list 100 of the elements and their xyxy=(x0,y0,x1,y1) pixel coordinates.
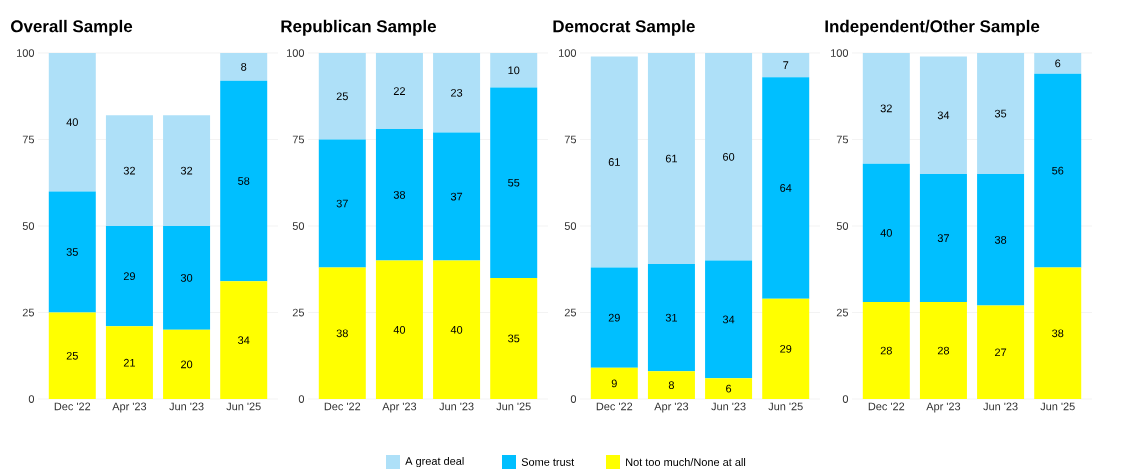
data-label: 8 xyxy=(668,381,674,390)
x-tick-label: Dec '22 xyxy=(596,402,633,411)
bar xyxy=(919,174,967,303)
bar xyxy=(919,302,967,399)
data-label: 34 xyxy=(238,336,250,345)
data-label: 20 xyxy=(181,360,193,369)
data-label: 9 xyxy=(611,379,617,388)
bar xyxy=(1034,53,1082,74)
data-label: 23 xyxy=(451,88,463,97)
bar xyxy=(48,53,96,192)
y-tick-label: 100 xyxy=(831,49,849,57)
bar xyxy=(163,329,211,399)
data-label: 10 xyxy=(508,66,520,75)
bar xyxy=(590,56,638,268)
bar xyxy=(220,53,268,81)
data-label: 32 xyxy=(123,166,135,175)
x-tick-label: Jun '25 xyxy=(1040,402,1075,411)
data-label: 30 xyxy=(180,274,193,282)
bar xyxy=(1034,267,1082,399)
y-tick-label: 25 xyxy=(22,308,35,317)
data-label: 61 xyxy=(608,158,620,166)
data-label: 64 xyxy=(780,184,792,192)
bar xyxy=(318,139,366,268)
data-label: 56 xyxy=(1052,166,1064,175)
x-tick-label: Dec '22 xyxy=(868,402,905,411)
data-label: 28 xyxy=(880,346,892,355)
data-label: 37 xyxy=(336,199,348,208)
data-label: 6 xyxy=(1055,59,1061,68)
data-label: 25 xyxy=(66,351,78,360)
data-label: 29 xyxy=(780,344,792,353)
bar xyxy=(705,378,753,399)
bar xyxy=(647,53,695,265)
y-tick-label: 100 xyxy=(17,49,35,57)
data-label: 29 xyxy=(123,272,136,281)
legend-label: A great deal xyxy=(405,456,464,468)
legend-label: Not too much/None at all xyxy=(626,457,746,467)
bar xyxy=(762,77,810,299)
data-label: 21 xyxy=(123,358,135,367)
data-label: 28 xyxy=(937,346,950,355)
bar xyxy=(105,226,153,327)
x-tick-label: Jun '23 xyxy=(983,402,1018,411)
data-label: 37 xyxy=(450,192,463,201)
x-tick-label: Dec '22 xyxy=(324,402,361,411)
bar xyxy=(375,53,423,130)
bar xyxy=(105,326,153,399)
x-tick-label: Jun '23 xyxy=(711,402,746,411)
bar xyxy=(977,305,1025,399)
y-tick-label: 75 xyxy=(564,135,577,144)
bar xyxy=(433,260,481,399)
bar xyxy=(590,267,638,368)
data-label: 29 xyxy=(608,313,620,322)
bar xyxy=(220,80,268,282)
data-label: 40 xyxy=(393,325,406,334)
bar xyxy=(163,226,211,330)
chart-title: Overall Sample xyxy=(11,19,133,36)
data-label: 32 xyxy=(880,104,892,113)
chart-title: Republican Sample xyxy=(281,19,436,36)
bar xyxy=(48,312,96,399)
y-tick-label: 50 xyxy=(564,222,577,230)
bar xyxy=(490,277,538,399)
bar xyxy=(433,132,481,261)
data-label: 61 xyxy=(665,154,677,163)
data-label: 31 xyxy=(665,313,677,322)
data-label: 22 xyxy=(393,87,405,95)
bar xyxy=(647,371,695,399)
bar xyxy=(375,260,423,399)
bar xyxy=(163,115,211,226)
bar xyxy=(977,53,1025,175)
bar xyxy=(433,53,481,133)
bar xyxy=(762,298,810,399)
bar xyxy=(490,87,538,278)
bar xyxy=(48,191,96,313)
data-label: 25 xyxy=(336,92,348,101)
y-tick-label: 0 xyxy=(298,395,305,403)
data-label: 37 xyxy=(937,234,949,242)
data-label: 7 xyxy=(783,61,789,69)
data-label: 60 xyxy=(723,152,735,161)
x-tick-label: Apr '23 xyxy=(654,402,689,413)
bar xyxy=(862,302,910,399)
y-tick-label: 25 xyxy=(292,308,305,317)
data-label: 38 xyxy=(336,329,348,338)
data-label: 6 xyxy=(726,384,732,393)
bar xyxy=(318,267,366,399)
bar xyxy=(375,129,423,261)
y-tick-label: 100 xyxy=(287,49,305,57)
data-label: 35 xyxy=(508,334,520,343)
bar xyxy=(977,174,1025,306)
data-label: 38 xyxy=(1052,329,1064,338)
chart-title: Democrat Sample xyxy=(553,19,695,36)
y-tick-label: 50 xyxy=(22,222,35,230)
data-label: 40 xyxy=(66,118,78,127)
data-label: 38 xyxy=(994,235,1007,244)
bar xyxy=(647,264,695,372)
bar xyxy=(590,367,638,399)
data-label: 27 xyxy=(995,348,1007,357)
bar xyxy=(1034,73,1082,268)
y-tick-label: 25 xyxy=(564,308,577,317)
data-label: 38 xyxy=(393,190,406,199)
data-label: 8 xyxy=(241,62,247,71)
bar xyxy=(105,115,153,226)
